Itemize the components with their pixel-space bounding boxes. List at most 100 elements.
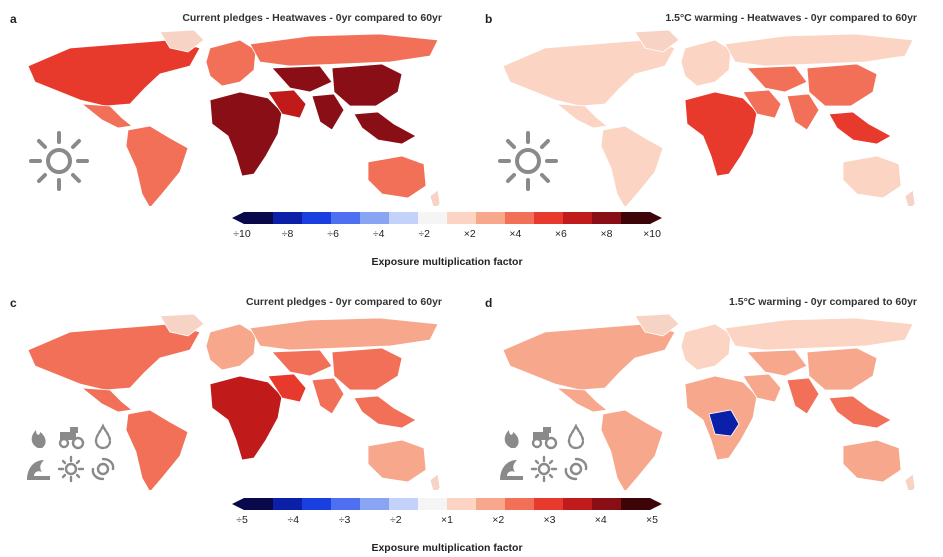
map-region-africa [209,375,283,461]
map-region-china [806,347,878,391]
world-map [502,313,916,490]
colorbar-swatch [621,212,651,224]
colorbar-swatch [273,212,303,224]
map-region-russia [724,317,914,351]
map-region-north-america [502,323,676,391]
map-region-greenland [634,29,680,53]
cyclone-icon [564,457,588,481]
colorbar-tick-label: ×10 [643,228,661,240]
hazard-icons [24,422,120,484]
map-region-southeast-asia [828,111,892,145]
colorbar-arrow-left [232,212,244,224]
colorbar-swatch [360,212,390,224]
map-region-north-america [502,39,676,107]
map-region-south-asia [786,93,820,131]
colorbar-tick-label: ×8 [600,228,613,240]
colorbar-swatch [331,212,361,224]
world-map [27,313,441,490]
colorbar-tick-label: ÷3 [338,514,351,526]
colorbar-swatch [418,498,448,510]
sun-icon [498,131,558,191]
map-region-middle-east [742,89,782,119]
map-region-europe [680,323,732,371]
hazard-icons [28,130,90,197]
colorbar-swatch [534,212,564,224]
map-region-mexico [555,387,608,413]
panel-letter: a [10,12,17,26]
flood-wave-icon [500,460,523,480]
map-region-southeast-asia [353,395,417,429]
sun-icon [530,455,558,483]
colorbar-swatch [476,498,506,510]
colorbar-swatch [621,498,651,510]
colorbar-ticks: ÷10 ÷8 ÷6 ÷4 ÷2 ×2 ×4 ×6 ×8 ×10 [232,226,662,240]
map-region-south-asia [311,377,345,415]
colorbar-swatch [331,498,361,510]
map-region-mexico [80,387,133,413]
hazard-icons [497,422,593,484]
colorbar-swatch [418,212,448,224]
map-region-central-asia [746,65,808,93]
colorbar-tick-label: ÷4 [372,228,385,240]
fire-icon [31,430,46,448]
map-region-south-america [600,409,664,490]
colorbar-tick-label: ÷2 [389,514,402,526]
panel-title: Current pledges - 0yr compared to 60yr [245,296,442,308]
map-region-south-america [125,125,189,206]
map-region-central-asia [271,65,333,93]
colorbar-swatch [505,212,535,224]
colorbar-swatch [534,498,564,510]
map-region-china [331,63,403,107]
map-region-central-asia [746,349,808,377]
colorbar-swatch [244,212,274,224]
map-region-south-america [125,409,189,490]
colorbar-swatch [302,498,332,510]
colorbar-tick-label: ×3 [543,514,556,526]
colorbar-swatch [389,212,419,224]
colorbar-tick-label: ×5 [646,514,658,526]
colorbar-tick-label: ÷2 [418,228,431,240]
sun-icon [29,131,89,191]
map-region-greenland [634,313,680,337]
map-region-new-zealand [904,473,916,490]
colorbar [232,212,662,224]
map-region-central-africa [708,409,740,437]
colorbar-tick-label: ÷10 [233,228,251,240]
colorbar-tick-label: ×1 [441,514,453,526]
legend-title: Exposure multiplication factor [371,256,523,268]
panel-letter: b [485,12,493,26]
map-region-africa [209,91,283,177]
colorbar-swatch [244,498,274,510]
map-region-europe [205,323,257,371]
colorbar-tick-label: ×4 [509,228,522,240]
colorbar-arrow-right [650,498,662,510]
colorbar-tick-label: ÷8 [281,228,294,240]
tractor-icon [58,427,85,450]
colorbar-tick-label: ×2 [492,514,505,526]
map-region-south-asia [786,377,820,415]
map-region-south-asia [311,93,345,131]
map-region-north-america [27,39,201,107]
colorbar-arrow-right [650,212,662,224]
legend-title: Exposure multiplication factor [371,542,523,554]
colorbar-tick-label: ×2 [463,228,476,240]
colorbar-swatch [563,498,593,510]
colorbar [232,498,662,510]
colorbar-tick-label: ×6 [554,228,567,240]
world-map [27,29,441,206]
map-region-australia [367,155,427,199]
map-region-southeast-asia [828,395,892,429]
map-region-middle-east [267,373,307,403]
map-region-mexico [80,103,133,129]
panel-letter: c [10,296,17,310]
sun-icon [57,455,85,483]
flood-wave-icon [27,460,50,480]
panel-title: Current pledges - Heatwaves - 0yr compar… [182,12,442,24]
map-region-mexico [555,103,608,129]
colorbar-tick-label: ÷5 [236,514,248,526]
tractor-icon [531,427,558,450]
colorbar-swatch [447,212,477,224]
colorbar-swatch [360,498,390,510]
world-map [502,29,916,206]
map-region-russia [249,317,439,351]
